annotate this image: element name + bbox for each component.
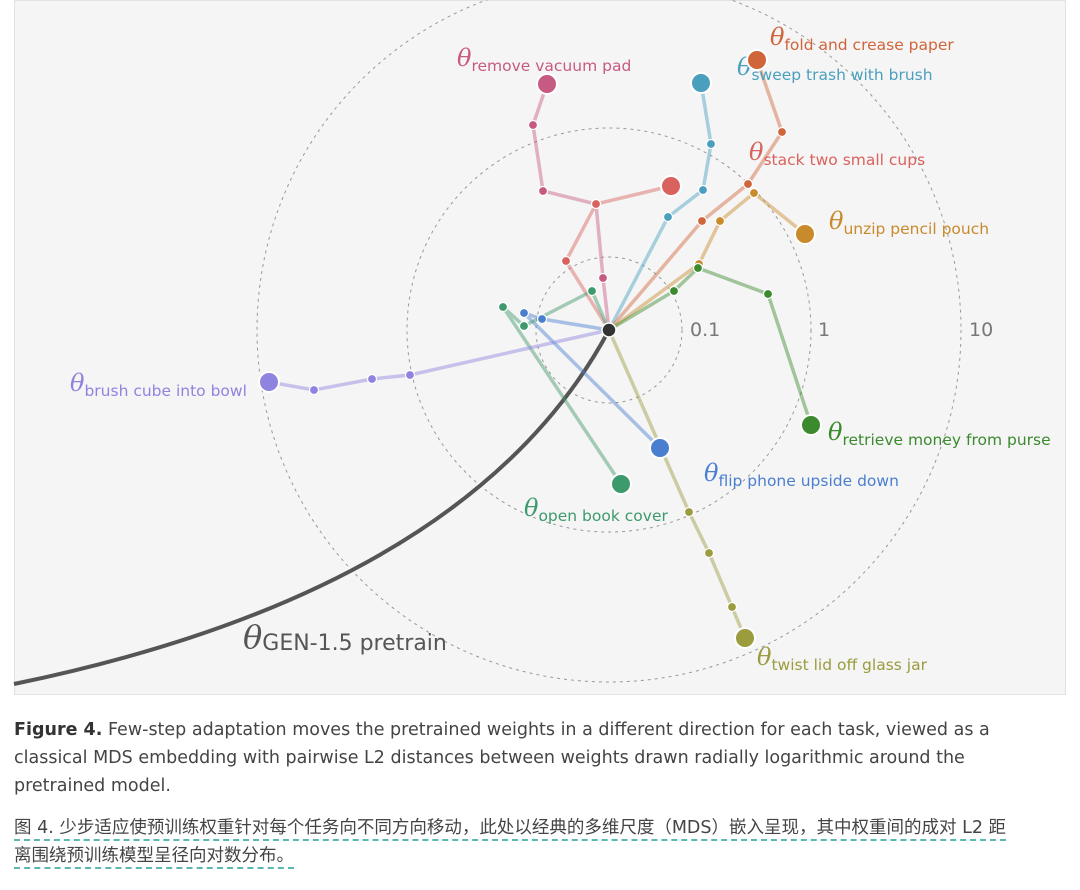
task-step (518, 307, 530, 319)
task-label: θretrieve money from purse (828, 418, 1051, 449)
task-path (501, 288, 623, 485)
task-step (308, 384, 320, 396)
task-step (776, 126, 788, 138)
task-step (692, 262, 704, 274)
task-path (531, 83, 611, 331)
task-endpoint (536, 73, 558, 95)
task-step (662, 211, 674, 223)
figure-panel (14, 0, 1066, 695)
task-step (748, 187, 760, 199)
caption: Figure 4. Few-step adaptation moves the … (14, 716, 1024, 800)
task-label: θopen book cover (524, 494, 668, 525)
task-name: remove vacuum pad (471, 57, 631, 75)
ring (256, 0, 962, 683)
task-path (563, 184, 672, 331)
task-step (518, 320, 530, 332)
pretrain-curve (13, 329, 611, 686)
task-name: open book cover (538, 507, 668, 525)
task-step (697, 184, 709, 196)
task-endpoint (794, 223, 816, 245)
task-endpoint (258, 371, 280, 393)
task-path (522, 311, 662, 450)
task-path (607, 190, 807, 332)
task-endpoint (660, 175, 682, 197)
task-name: sweep trash with brush (751, 66, 932, 84)
task-symbol: θ (457, 44, 472, 72)
task-step (560, 255, 572, 267)
task-symbol: θ (829, 207, 844, 235)
task-step (668, 285, 680, 297)
task-step (696, 215, 708, 227)
task-endpoint (734, 627, 756, 649)
task-step (714, 215, 726, 227)
pretrain-label: θGEN-1.5 pretrain (243, 618, 447, 656)
task-step (703, 547, 715, 559)
task-symbol: θ (524, 494, 539, 522)
task-symbol: θ (704, 459, 719, 487)
task-label: θflip phone upside down (704, 459, 899, 490)
task-label: θbrush cube into bowl (70, 369, 247, 400)
task-label: θfold and crease paper (770, 23, 954, 54)
task-label: θstack two small cups (749, 138, 925, 169)
task-name: fold and crease paper (784, 36, 954, 54)
task-label: θunzip pencil pouch (829, 207, 989, 238)
caption-text: Few-step adaptation moves the pretrained… (14, 720, 990, 796)
task-step (742, 178, 754, 190)
task-step (536, 313, 548, 325)
task-step (762, 288, 774, 300)
task-step (726, 601, 738, 613)
task-step (497, 301, 509, 313)
task-name: brush cube into bowl (84, 382, 246, 400)
task-name: retrieve money from purse (842, 431, 1050, 449)
task-endpoint (746, 49, 768, 71)
task-symbol: θ (70, 369, 85, 397)
task-name: flip phone upside down (718, 472, 898, 490)
task-step (404, 369, 416, 381)
ring-label: 0.1 (690, 319, 720, 341)
task-step (705, 138, 717, 150)
ring (406, 127, 812, 533)
task-endpoint (690, 72, 712, 94)
task-label: θtwist lid off glass jar (757, 643, 928, 674)
task-label: θremove vacuum pad (457, 44, 631, 75)
task-path (268, 328, 610, 392)
task-symbol: θ (828, 418, 843, 446)
task-step (586, 285, 598, 297)
task-name: twist lid off glass jar (771, 656, 927, 674)
task-step (527, 119, 539, 131)
ring (535, 256, 683, 404)
task-symbol: θ (770, 23, 785, 51)
ring-label: 1 (818, 319, 830, 341)
ring-label: 10 (969, 319, 993, 341)
figure: 0.1 1 10 θGEN-1.5 pretrain θremove vacuu… (13, 0, 1051, 686)
task-step (683, 506, 695, 518)
task-step (366, 373, 378, 385)
task-endpoint (800, 414, 822, 436)
translation: 图 4. 少步适应使预训练权重针对每个任务向不同方向移动，此处以经典的多维尺度（… (14, 818, 1007, 866)
task-step (590, 198, 602, 210)
task-symbol: θ (757, 643, 772, 671)
caption-label: Figure 4. (14, 720, 103, 740)
task-symbol: θ (749, 138, 764, 166)
task-endpoint (610, 473, 632, 495)
task-step (597, 272, 609, 284)
pretrain-point (601, 322, 617, 338)
task-name: unzip pencil pouch (843, 220, 989, 238)
task-endpoint (649, 437, 671, 459)
task-step (537, 185, 549, 197)
task-name: stack two small cups (763, 151, 925, 169)
